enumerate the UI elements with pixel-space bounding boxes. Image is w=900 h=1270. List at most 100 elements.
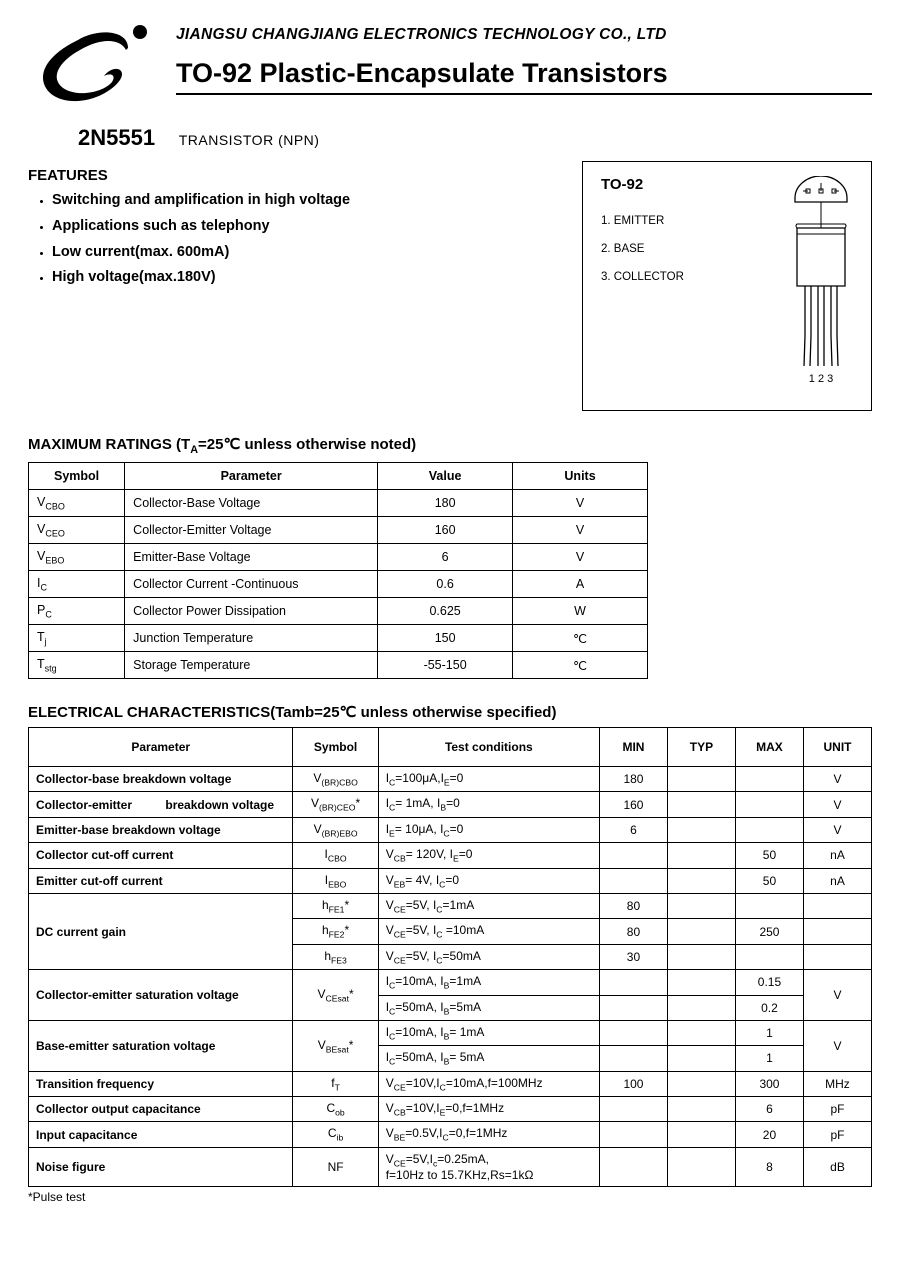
cond-cell: VCB= 120V, IE=0 [378,843,599,868]
param-cell: DC current gain [29,893,293,969]
min-cell [599,1097,667,1122]
min-cell: 100 [599,1071,667,1096]
cond-cell: VBE=0.5V,IC=0,f=1MHz [378,1122,599,1147]
value-cell: 6 [378,544,513,571]
min-cell [599,1046,667,1071]
unit-cell: V [803,1020,871,1071]
footnote: *Pulse test [28,1190,872,1204]
param-cell: Transition frequency [29,1071,293,1096]
typ-cell [667,1097,735,1122]
unit-cell: V [803,767,871,792]
unit-cell: nA [803,868,871,893]
param-cell: Base-emitter saturation voltage [29,1020,293,1071]
unit-cell: V [513,544,648,571]
unit-cell: V [803,817,871,842]
cond-cell: IE= 10μA, IC=0 [378,817,599,842]
param-cell: Emitter-base breakdown voltage [29,817,293,842]
symbol-cell: Tstg [29,652,125,679]
param-cell: Storage Temperature [125,652,378,679]
min-cell: 160 [599,792,667,817]
symbol-cell: Tj [29,625,125,652]
min-cell: 30 [599,944,667,969]
col-header: Parameter [29,728,293,767]
min-cell [599,843,667,868]
cond-cell: VCE=10V,IC=10mA,f=100MHz [378,1071,599,1096]
cond-cell: VCE=5V, IC=50mA [378,944,599,969]
symbol-cell: V(BR)EBO [293,817,378,842]
table-row: Tstg Storage Temperature -55-150 ℃ [29,652,648,679]
param-cell: Collector-base breakdown voltage [29,767,293,792]
table-row: VCEO Collector-Emitter Voltage 160 V [29,517,648,544]
elec-table: Parameter Symbol Test conditions MIN TYP… [28,727,872,1187]
unit-cell: nA [803,843,871,868]
company-logo [28,20,158,110]
param-cell: Collector-Emitter Voltage [125,517,378,544]
symbol-cell: VBEsat* [293,1020,378,1071]
max-cell [735,767,803,792]
symbol-cell: V(BR)CEO* [293,792,378,817]
symbol-cell: V(BR)CBO [293,767,378,792]
value-cell: 160 [378,517,513,544]
col-header: UNIT [803,728,871,767]
unit-cell: pF [803,1097,871,1122]
max-cell: 1 [735,1020,803,1045]
param-cell: Collector output capacitance [29,1097,293,1122]
min-cell: 6 [599,817,667,842]
param-cell: Collector-emitter saturation voltage [29,970,293,1021]
col-header: Units [513,463,648,490]
max-cell [735,893,803,918]
cond-cell: VCE=5V, IC=1mA [378,893,599,918]
page-title: TO-92 Plastic-Encapsulate Transistors [176,58,872,89]
cond-cell: IC=10mA, IB=1mA [378,970,599,995]
col-header: Symbol [29,463,125,490]
param-cell: Collector-Base Voltage [125,490,378,517]
max-cell: 250 [735,919,803,944]
param-cell: Junction Temperature [125,625,378,652]
max-cell: 20 [735,1122,803,1147]
typ-cell [667,970,735,995]
col-header: Parameter [125,463,378,490]
package-diagram-box: TO-92 1. EMITTER 2. BASE 3. COLLECTOR [582,161,872,411]
typ-cell [667,1122,735,1147]
param-cell: Noise figure [29,1147,293,1186]
param-cell: Collector Power Dissipation [125,598,378,625]
min-cell: 80 [599,919,667,944]
symbol-cell: hFE1* [293,893,378,918]
max-cell: 300 [735,1071,803,1096]
min-cell [599,1020,667,1045]
cond-cell: IC=10mA, IB= 1mA [378,1020,599,1045]
symbol-cell: ICBO [293,843,378,868]
max-ratings-heading: MAXIMUM RATINGS (TA=25℃ unless otherwise… [28,435,872,456]
typ-cell [667,767,735,792]
value-cell: 0.625 [378,598,513,625]
symbol-cell: VCEO [29,517,125,544]
max-cell [735,817,803,842]
header: JIANGSU CHANGJIANG ELECTRONICS TECHNOLOG… [28,20,872,125]
table-row: VEBO Emitter-Base Voltage 6 V [29,544,648,571]
unit-cell: W [513,598,648,625]
unit-cell: V [803,792,871,817]
param-cell: Emitter cut-off current [29,868,293,893]
part-type: TRANSISTOR (NPN) [179,132,320,148]
title-rule [176,93,872,95]
max-cell [735,944,803,969]
symbol-cell: VCBO [29,490,125,517]
unit-cell: V [513,517,648,544]
company-name: JIANGSU CHANGJIANG ELECTRONICS TECHNOLOG… [176,26,872,44]
col-header: Test conditions [378,728,599,767]
table-row: VCBO Collector-Base Voltage 180 V [29,490,648,517]
elec-heading: ELECTRICAL CHARACTERISTICS(Tamb=25℃ unle… [28,703,872,721]
symbol-cell: IEBO [293,868,378,893]
table-row: IC Collector Current -Continuous 0.6 A [29,571,648,598]
unit-cell [803,919,871,944]
unit-cell: V [803,970,871,1021]
symbol-cell: Cib [293,1122,378,1147]
symbol-cell: VEBO [29,544,125,571]
param-cell: Collector-emitter breakdown voltage [29,792,293,817]
typ-cell [667,995,735,1020]
min-cell [599,995,667,1020]
min-cell: 80 [599,893,667,918]
symbol-cell: IC [29,571,125,598]
unit-cell: ℃ [513,652,648,679]
value-cell: 0.6 [378,571,513,598]
